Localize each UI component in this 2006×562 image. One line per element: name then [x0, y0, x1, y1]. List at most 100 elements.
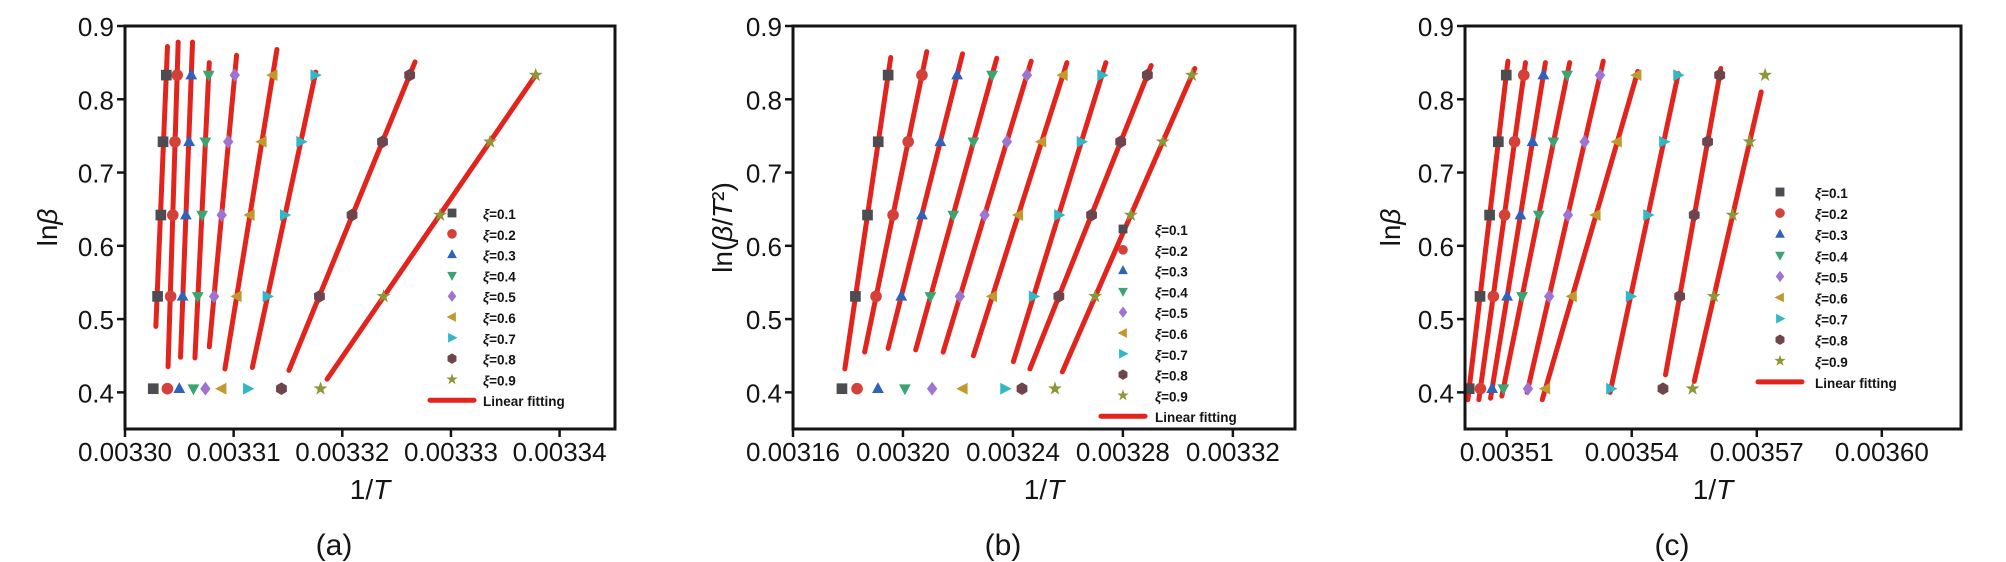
y-tick-label: 0.4 — [746, 378, 782, 408]
fit-line — [222, 46, 280, 372]
circle-marker — [1517, 69, 1530, 81]
plot-frame — [123, 24, 617, 431]
legend-triangle-up-icon — [447, 249, 457, 259]
fit-lines — [1465, 58, 1764, 403]
legend-triangle-left-icon — [1117, 328, 1127, 338]
fit-line — [1662, 65, 1724, 378]
circle-marker — [171, 69, 183, 81]
y-tick-label: 0.5 — [1418, 305, 1454, 335]
triangle-down-marker — [1516, 292, 1529, 303]
chart-c: 0.00351 0.00354 0.00357 0.00360 1/T 0.4 0.5 0.6… — [1375, 12, 1963, 562]
triangle-down-marker — [191, 292, 204, 303]
square-marker — [1493, 136, 1504, 148]
legend-label: ξ=0.8 — [1155, 368, 1188, 383]
legend: ξ=0.1 ξ=0.2 ξ=0.3 ξ=0.4 ξ=0.5 ξ=0.6 ξ=0.7 ξ=0.8… — [1755, 186, 1897, 390]
x-tick-label: 0.00332 — [295, 437, 389, 467]
triangle-right-marker — [310, 69, 322, 81]
star-marker — [528, 67, 543, 81]
star-marker — [1685, 381, 1700, 395]
x-tick-label: 0.00333 — [404, 437, 498, 467]
legend-triangle-up-icon — [1118, 265, 1128, 275]
legend-label: ξ=0.2 — [1155, 243, 1188, 258]
diamond-marker — [216, 208, 227, 222]
y-axis: 0.4 0.5 0.6 0.7 0.8 0.9 ln(β/T²) — [707, 12, 793, 408]
fit-line — [249, 69, 319, 370]
triangle-up-marker — [916, 208, 928, 220]
triangle-left-marker — [985, 290, 998, 303]
circle-marker — [1508, 135, 1521, 148]
circle-marker — [1498, 209, 1511, 221]
square-marker — [1474, 291, 1486, 302]
fit-line — [178, 39, 196, 360]
circle-marker — [161, 382, 174, 395]
triangle-up-marker — [872, 382, 884, 393]
legend-fit-label: Linear fitting — [1155, 410, 1237, 425]
diamond-marker — [1001, 134, 1013, 149]
fit-line — [1499, 60, 1573, 399]
data-points — [1463, 67, 1773, 396]
hexagon-marker — [377, 135, 388, 149]
square-marker — [882, 69, 894, 81]
legend-label: ξ=0.4 — [483, 269, 516, 284]
x-tick-label: 0.00357 — [1710, 437, 1804, 467]
circle-marker — [887, 209, 899, 221]
legend: ξ=0.1 ξ=0.2 ξ=0.3 ξ=0.4 ξ=0.5 ξ=0.6 ξ=0.7 ξ=0.8… — [427, 207, 565, 409]
legend-label: ξ=0.7 — [1155, 347, 1188, 362]
triangle-left-marker — [1630, 69, 1642, 81]
triangle-down-marker — [199, 137, 212, 149]
x-tick-label: 0.00334 — [513, 437, 607, 467]
triangle-right-marker — [1076, 135, 1088, 148]
legend-label: ξ=0.6 — [483, 311, 516, 326]
legend-label: ξ=0.2 — [483, 227, 516, 242]
diamond-marker — [1522, 381, 1534, 396]
triangle-right-marker — [1097, 69, 1109, 81]
legend-label: ξ=0.4 — [1155, 285, 1188, 300]
hexagon-marker — [1657, 382, 1669, 395]
triangle-down-marker — [1497, 384, 1510, 396]
y-axis-label: lnβ — [1375, 209, 1406, 247]
legend-triangle-left-icon — [1774, 292, 1784, 303]
diamond-marker — [979, 208, 990, 222]
star-marker — [1155, 134, 1170, 148]
diamond-marker — [1594, 68, 1606, 82]
triangle-down-marker — [202, 70, 215, 82]
x-axis-label: 1/T — [1693, 474, 1735, 505]
triangle-up-marker — [895, 289, 908, 301]
x-tick-label: 0.00316 — [746, 437, 840, 467]
fit-line — [206, 52, 240, 350]
hexagon-marker — [346, 208, 358, 222]
triangle-left-marker — [243, 209, 255, 221]
panel-caption: (c) — [1655, 529, 1690, 562]
x-axis: 0.00351 0.00354 0.00357 0.00360 1/T — [1460, 429, 1929, 505]
triangle-right-marker — [296, 135, 308, 148]
plot-frame — [1463, 24, 1963, 431]
triangle-up-marker — [951, 68, 964, 80]
star-marker — [1088, 289, 1103, 303]
hexagon-marker — [404, 68, 416, 82]
y-tick-label: 0.7 — [1418, 159, 1454, 189]
legend-triangle-right-icon — [1119, 348, 1129, 359]
legend-label: ξ=0.3 — [483, 248, 516, 263]
chart-b: 0.00316 0.00320 0.00324 0.00328 0.003321/T0.… — [707, 12, 1297, 562]
triangle-down-marker — [1547, 137, 1560, 149]
legend-label: ξ=0.7 — [1815, 312, 1848, 327]
y-tick-label: 0.4 — [1418, 378, 1454, 408]
fit-line — [1607, 71, 1681, 395]
legend-circle-icon — [447, 229, 457, 239]
triangle-right-marker — [1028, 290, 1041, 303]
legend-label: ξ=0.1 — [483, 207, 516, 222]
square-marker — [1500, 69, 1512, 81]
triangle-left-marker — [266, 69, 278, 81]
data-points — [836, 67, 1199, 396]
legend: ξ=0.1 ξ=0.2 ξ=0.3 ξ=0.4 ξ=0.5 ξ=0.6 ξ=0.7 ξ=0.8… — [1098, 223, 1237, 425]
x-tick-label: 0.00320 — [856, 437, 950, 467]
y-tick-label: 0.9 — [746, 12, 782, 42]
y-tick-label: 0.8 — [1418, 85, 1454, 115]
hexagon-marker — [276, 382, 287, 395]
hexagon-marker — [1714, 68, 1726, 82]
fit-line — [885, 51, 965, 351]
circle-marker — [851, 382, 863, 395]
legend-label: ξ=0.5 — [1155, 306, 1188, 321]
fit-line — [324, 71, 539, 382]
square-marker — [836, 383, 848, 395]
